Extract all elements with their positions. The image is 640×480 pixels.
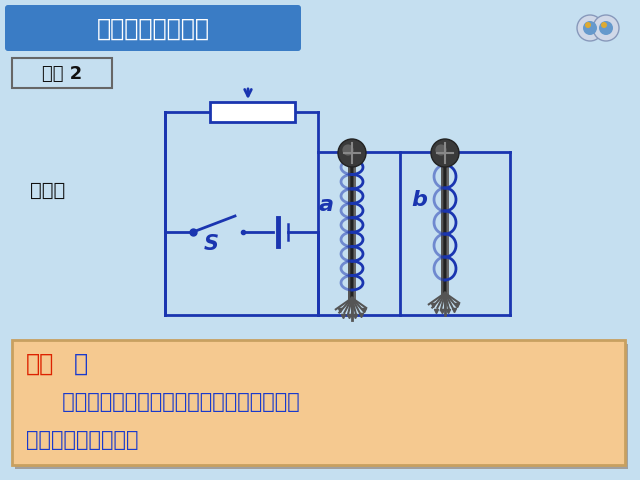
Bar <box>443 155 444 295</box>
Text: a: a <box>319 195 333 215</box>
Text: ：: ： <box>74 352 88 376</box>
Bar <box>353 155 355 300</box>
Circle shape <box>585 22 591 28</box>
Circle shape <box>599 21 613 35</box>
Circle shape <box>577 15 603 41</box>
Text: 结论: 结论 <box>26 352 54 376</box>
Circle shape <box>338 139 366 167</box>
Bar <box>12 340 625 465</box>
Text: S: S <box>204 234 218 254</box>
Bar <box>441 155 443 295</box>
Bar <box>15 344 628 469</box>
Text: 演示 2: 演示 2 <box>42 65 82 83</box>
Circle shape <box>342 144 354 156</box>
FancyBboxPatch shape <box>5 5 301 51</box>
Text: 现象：: 现象： <box>30 180 65 200</box>
Text: 电磁铁的磁性越强。: 电磁铁的磁性越强。 <box>26 430 138 450</box>
Text: b: b <box>411 190 427 210</box>
Text: 电流一定时，外形相同的螺线管匝数越多，: 电流一定时，外形相同的螺线管匝数越多， <box>26 392 300 412</box>
Circle shape <box>431 139 459 167</box>
Bar <box>446 155 447 295</box>
Circle shape <box>601 22 607 28</box>
Bar <box>447 155 449 295</box>
Text: 二、电磁铁的磁性: 二、电磁铁的磁性 <box>97 17 209 41</box>
Circle shape <box>593 15 619 41</box>
Bar <box>351 155 353 300</box>
Bar <box>444 155 446 295</box>
Circle shape <box>435 144 447 156</box>
Bar <box>349 155 351 300</box>
Bar <box>12 58 112 88</box>
Bar <box>348 155 349 300</box>
Circle shape <box>583 21 597 35</box>
Bar <box>210 102 295 122</box>
Bar <box>355 155 356 300</box>
